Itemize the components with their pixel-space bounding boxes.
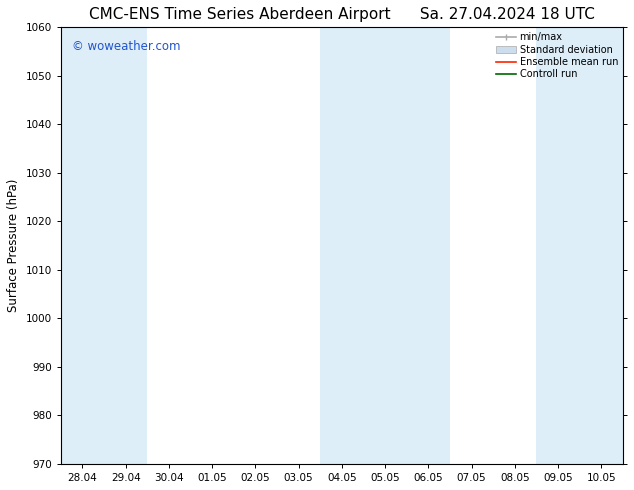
Title: CMC-ENS Time Series Aberdeen Airport      Sa. 27.04.2024 18 UTC: CMC-ENS Time Series Aberdeen Airport Sa.… — [89, 7, 595, 22]
Bar — [61, 27, 147, 464]
Bar — [320, 27, 450, 464]
Y-axis label: Surface Pressure (hPa): Surface Pressure (hPa) — [7, 179, 20, 312]
Bar — [536, 27, 623, 464]
Legend: min/max, Standard deviation, Ensemble mean run, Controll run: min/max, Standard deviation, Ensemble me… — [495, 30, 620, 81]
Text: © woweather.com: © woweather.com — [72, 40, 181, 53]
